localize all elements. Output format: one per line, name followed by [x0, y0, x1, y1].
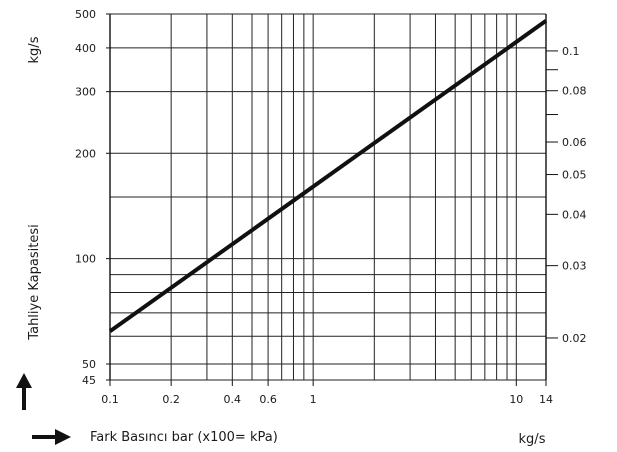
right-tick-label: 0.03: [562, 260, 587, 273]
x-tick-label: 0.1: [101, 393, 119, 406]
right-tick-label: 0.05: [562, 169, 587, 182]
x-tick-label: 0.4: [224, 393, 242, 406]
x-tick-label: 10: [509, 393, 523, 406]
y-tick-label: 400: [75, 42, 96, 55]
x-tick-label: 1: [310, 393, 317, 406]
x-axis-title: Fark Basıncı bar (x100= kPa): [90, 430, 278, 445]
y-unit-label: kg/s: [27, 36, 42, 63]
y-tick-label: 300: [75, 86, 96, 99]
x-tick-label: 14: [539, 393, 553, 406]
x-tick-label: 0.2: [162, 393, 180, 406]
series-line: [108, 19, 548, 333]
series: [108, 19, 548, 333]
right-tick-label: 0.08: [562, 85, 587, 98]
right-tick-label: 0.04: [562, 208, 587, 221]
right-tick-label: 0.1: [562, 45, 580, 58]
x-tick-label: 0.6: [259, 393, 277, 406]
y-tick-label: 45: [82, 374, 96, 387]
grid: [109, 13, 547, 381]
tick-labels: 0.1 0.2 0.4 0.6 1 10 14 45 50 100 200 300 400 500: [75, 8, 553, 406]
y-tick-label: 200: [75, 147, 96, 160]
arrow-right-icon: [32, 429, 71, 445]
y-tick-label: 50: [82, 358, 96, 371]
right-tick-label: 0.02: [562, 332, 587, 345]
y-tick-label: 500: [75, 8, 96, 21]
x-unit-label: kg/s: [519, 432, 546, 447]
y-axis-title: Tahliye Kapasitesi: [27, 224, 42, 340]
right-tick-label: 0.06: [562, 136, 587, 149]
right-axis: 0.02 0.03 0.04 0.05 0.06 0.08 0.1: [546, 45, 587, 345]
y-tick-label: 100: [75, 253, 96, 266]
arrow-up-icon: [16, 373, 32, 410]
